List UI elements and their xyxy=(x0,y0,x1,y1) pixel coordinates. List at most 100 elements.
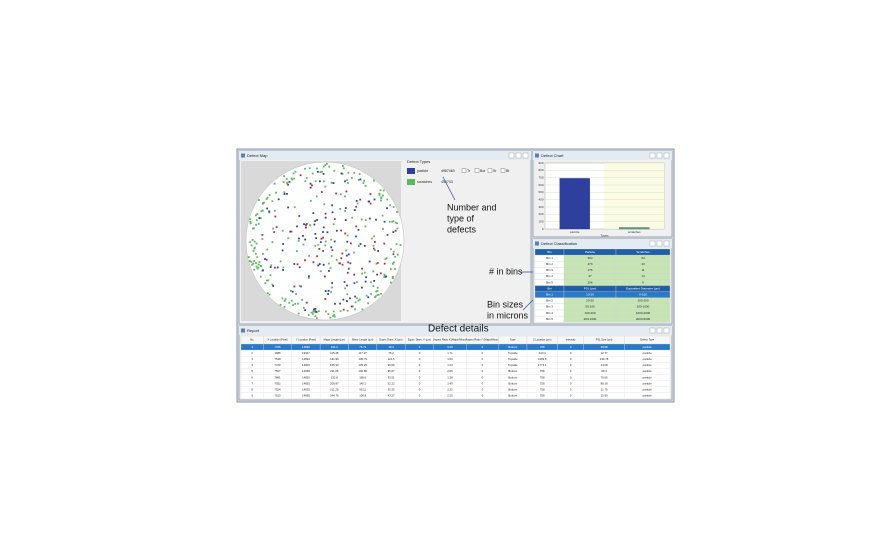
defect-dot xyxy=(293,177,296,180)
table-text: 7765 xyxy=(274,345,281,349)
filter-checkbox[interactable] xyxy=(500,168,506,173)
window-button[interactable] xyxy=(656,240,663,247)
table-text: 0 xyxy=(419,357,421,361)
defect-dot xyxy=(382,189,385,192)
window-button[interactable] xyxy=(663,152,670,159)
table-text: 79.66 xyxy=(601,375,608,379)
defect-dot xyxy=(313,223,316,226)
defect-dot xyxy=(253,247,256,250)
defect-dot xyxy=(350,177,353,179)
defect-dot xyxy=(317,243,320,246)
defect-dot xyxy=(346,234,349,237)
window-button[interactable] xyxy=(649,152,656,159)
table-text: 7518 xyxy=(274,357,281,361)
table-text: 758 xyxy=(540,394,545,398)
defect-dot xyxy=(345,254,348,257)
table-text: 5.20 xyxy=(447,345,453,349)
window-button[interactable] xyxy=(663,327,670,334)
defect-dot xyxy=(255,219,258,222)
defect-dot xyxy=(247,256,250,258)
defect-dot xyxy=(332,223,335,226)
defect-dot xyxy=(382,228,384,230)
defect-dot xyxy=(322,165,325,168)
annotation: # in bins xyxy=(489,266,523,276)
defect-dot xyxy=(363,244,366,247)
defect-dot xyxy=(330,291,332,293)
window-button[interactable] xyxy=(656,152,663,159)
table-text: 296 xyxy=(587,280,592,284)
defect-dot xyxy=(266,279,268,282)
defect-dot xyxy=(344,210,346,212)
defect-dot xyxy=(350,305,353,308)
table-text: 0 xyxy=(570,375,572,379)
window-button[interactable] xyxy=(649,240,656,247)
defect-dot xyxy=(331,204,334,207)
defect-dot xyxy=(344,207,347,209)
window-button[interactable] xyxy=(656,327,663,334)
table-header: Y Location (Pixel) xyxy=(296,338,316,342)
filter-checkbox[interactable] xyxy=(461,168,467,173)
defect-dot xyxy=(257,266,260,269)
table-text: 176 xyxy=(587,268,592,272)
table-text: 100-200 xyxy=(637,299,648,303)
table-text: Bottom xyxy=(508,387,518,391)
defect-dot xyxy=(379,272,382,275)
defect-dot xyxy=(390,248,392,251)
y-tick-label: 600 xyxy=(538,183,543,187)
defect-dot xyxy=(330,238,333,241)
defect-dot xyxy=(361,286,363,289)
defect-dot xyxy=(266,196,269,199)
defect-dot xyxy=(339,302,342,305)
y-tick-label: 0 xyxy=(542,227,544,231)
defect-dot xyxy=(335,229,338,232)
defect-dot xyxy=(329,316,332,319)
defect-dot xyxy=(327,262,330,265)
title-bar xyxy=(239,326,672,335)
window-button[interactable] xyxy=(508,152,515,159)
filter-checkbox[interactable] xyxy=(487,168,493,173)
defect-dot xyxy=(349,297,351,300)
defect-dot xyxy=(390,281,392,284)
defect-dot xyxy=(266,248,269,251)
defect-dot xyxy=(386,207,388,210)
window-button[interactable] xyxy=(663,240,670,247)
defect-dot xyxy=(344,195,346,198)
defect-dot xyxy=(391,220,394,223)
table-header: Equiv. Diam. Y (µm) xyxy=(408,338,431,342)
defect-dot xyxy=(378,193,381,196)
defect-dot xyxy=(285,177,288,180)
defect-dot xyxy=(298,266,301,269)
table-text: particle xyxy=(643,394,652,398)
defect-dot xyxy=(288,180,291,183)
table-text: 14605 xyxy=(302,363,310,367)
defect-dot xyxy=(349,262,352,265)
defect-dot xyxy=(304,309,307,312)
defect-dot xyxy=(281,229,284,232)
defect-dot xyxy=(341,263,344,266)
defect-dot xyxy=(325,162,328,165)
defect-dot xyxy=(281,297,284,300)
defect-dot xyxy=(265,258,268,261)
defect-dot xyxy=(253,240,256,243)
window-button[interactable] xyxy=(649,327,656,334)
defect-dot xyxy=(314,308,317,310)
defect-dot xyxy=(324,298,327,300)
defect-dot xyxy=(266,292,269,295)
defect-dot xyxy=(249,222,252,225)
table-text: Bottom xyxy=(508,369,518,373)
table-text: 8 xyxy=(251,387,253,391)
window-button[interactable] xyxy=(515,152,522,159)
table-text: particle xyxy=(643,351,652,355)
defect-dot xyxy=(272,285,275,287)
defect-dot xyxy=(361,308,364,311)
defect-dot xyxy=(317,264,320,267)
filter-checkbox[interactable] xyxy=(474,168,480,173)
window-button[interactable] xyxy=(522,152,529,159)
defect-dot xyxy=(339,193,342,196)
table-text: 14658 xyxy=(302,369,310,373)
table-text: 211.29 xyxy=(330,387,339,391)
defect-dot xyxy=(253,246,256,249)
table-text: 14594 xyxy=(302,357,310,361)
defect-dot xyxy=(386,233,389,236)
defect-dot xyxy=(373,198,376,201)
